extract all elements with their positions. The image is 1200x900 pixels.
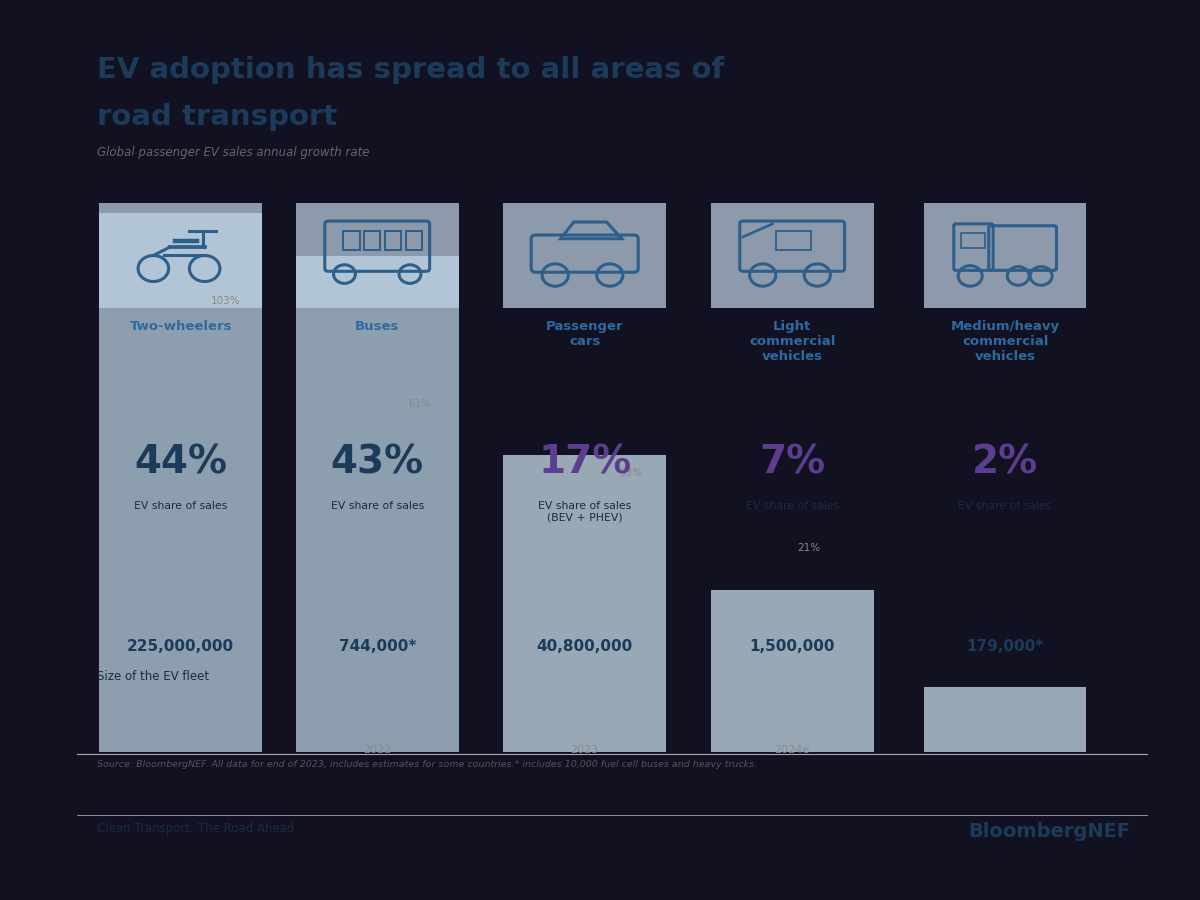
Text: Light
commercial
vehicles: Light commercial vehicles bbox=[749, 320, 835, 363]
FancyBboxPatch shape bbox=[924, 203, 1086, 308]
Text: 2022: 2022 bbox=[364, 744, 391, 755]
Text: Clean Transport: The Road Ahead: Clean Transport: The Road Ahead bbox=[96, 822, 294, 835]
Text: road transport: road transport bbox=[96, 103, 337, 131]
Bar bbox=[503, 455, 666, 752]
Text: 103%: 103% bbox=[211, 296, 241, 306]
FancyBboxPatch shape bbox=[503, 203, 666, 308]
Bar bbox=[710, 590, 874, 752]
Text: EV share of sales: EV share of sales bbox=[330, 501, 424, 511]
Bar bbox=[343, 231, 360, 250]
Text: Medium/heavy
commercial
vehicles: Medium/heavy commercial vehicles bbox=[950, 320, 1060, 363]
Text: 43%: 43% bbox=[331, 444, 424, 482]
Bar bbox=[100, 212, 262, 752]
Bar bbox=[385, 231, 401, 250]
Text: EV adoption has spread to all areas of: EV adoption has spread to all areas of bbox=[96, 57, 724, 85]
Bar bbox=[406, 231, 422, 250]
Text: Two-wheelers: Two-wheelers bbox=[130, 320, 232, 333]
Text: Passenger
cars: Passenger cars bbox=[546, 320, 624, 347]
Text: 179,000*: 179,000* bbox=[966, 639, 1044, 653]
Text: EV share of sales: EV share of sales bbox=[959, 501, 1051, 511]
Text: EV share of sales: EV share of sales bbox=[134, 501, 227, 511]
Text: 21%: 21% bbox=[798, 543, 821, 553]
Text: 33%: 33% bbox=[619, 468, 643, 479]
Bar bbox=[296, 256, 458, 752]
Text: 40,800,000: 40,800,000 bbox=[536, 639, 632, 653]
FancyBboxPatch shape bbox=[100, 203, 262, 308]
Text: 744,000*: 744,000* bbox=[338, 639, 416, 653]
Text: 1,500,000: 1,500,000 bbox=[750, 639, 835, 653]
Text: 225,000,000: 225,000,000 bbox=[127, 639, 234, 653]
FancyBboxPatch shape bbox=[296, 203, 458, 308]
Text: 2%: 2% bbox=[972, 444, 1038, 482]
Text: EV share of sales: EV share of sales bbox=[745, 501, 839, 511]
Text: BloombergNEF: BloombergNEF bbox=[968, 822, 1130, 841]
Bar bbox=[961, 233, 985, 248]
Text: EV share of sales
(BEV + PHEV): EV share of sales (BEV + PHEV) bbox=[538, 501, 631, 523]
Bar bbox=[364, 231, 380, 250]
Bar bbox=[776, 231, 811, 250]
Text: 17%: 17% bbox=[538, 444, 631, 482]
Text: Size of the EV fleet: Size of the EV fleet bbox=[96, 670, 209, 683]
Text: 44%: 44% bbox=[134, 444, 227, 482]
Text: 61%: 61% bbox=[408, 399, 431, 409]
Text: 2024e: 2024e bbox=[774, 744, 810, 755]
Bar bbox=[924, 688, 1086, 752]
Text: Global passenger EV sales annual growth rate: Global passenger EV sales annual growth … bbox=[96, 146, 370, 158]
Text: 2023: 2023 bbox=[570, 744, 599, 755]
Text: Source: BloombergNEF. All data for end of 2023, includes estimates for some coun: Source: BloombergNEF. All data for end o… bbox=[96, 760, 757, 769]
FancyBboxPatch shape bbox=[710, 203, 874, 308]
Text: Buses: Buses bbox=[355, 320, 400, 333]
Text: 7%: 7% bbox=[760, 444, 826, 482]
